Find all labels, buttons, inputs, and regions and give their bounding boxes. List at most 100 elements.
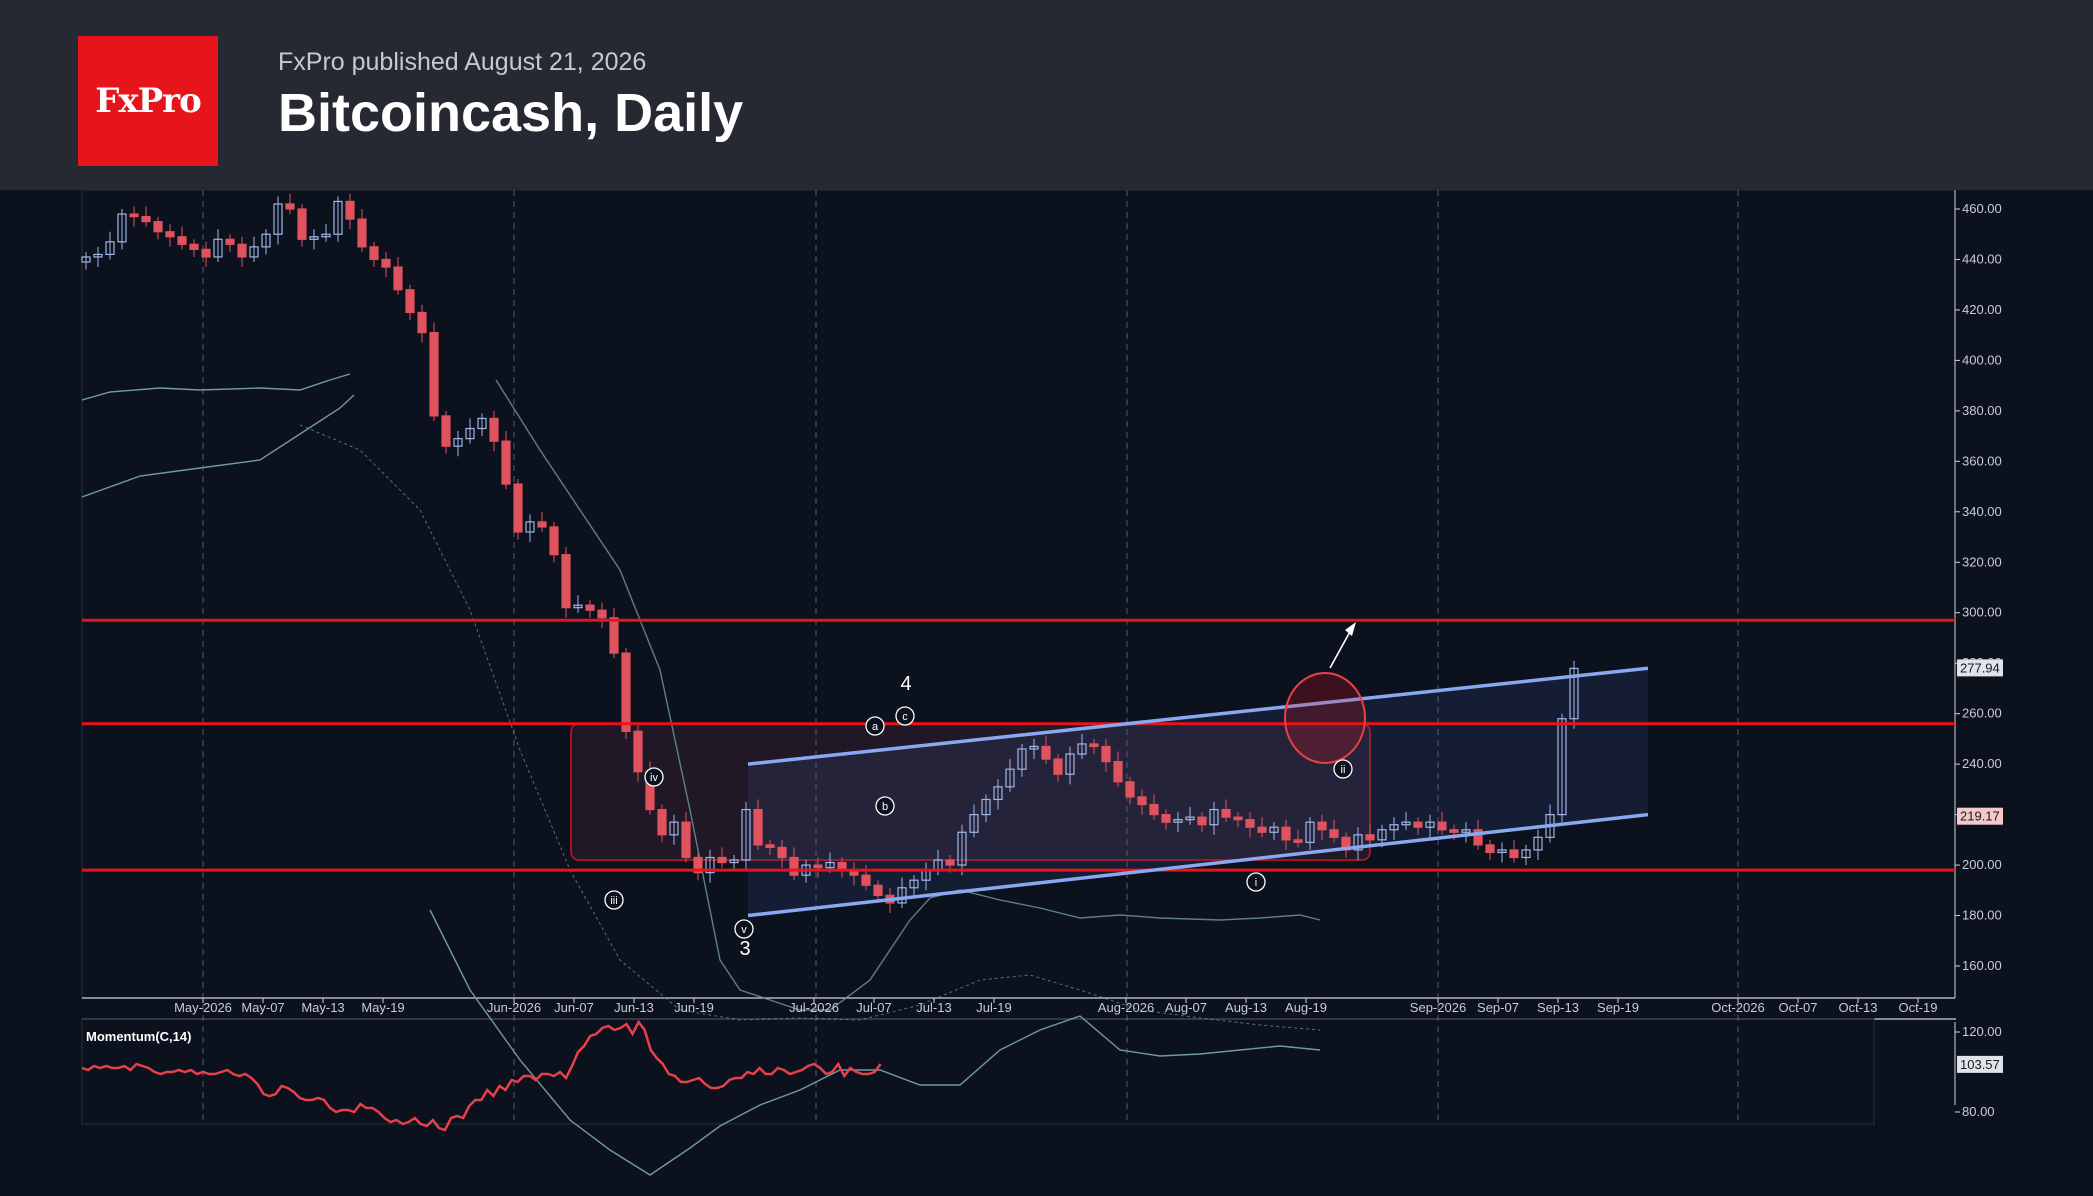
momentum-line xyxy=(81,1019,882,1132)
candle-body xyxy=(321,233,331,238)
candle-body xyxy=(633,730,643,773)
y-tick-label: 180.00 xyxy=(1962,908,2002,923)
candle-body xyxy=(141,215,151,223)
candle-body xyxy=(1065,753,1075,775)
candle-body xyxy=(1281,826,1291,841)
candle-body xyxy=(729,859,739,864)
candle-body xyxy=(369,246,379,261)
candle-body xyxy=(177,236,187,245)
candle-body xyxy=(1437,821,1447,831)
candle-body xyxy=(537,521,547,528)
candle-body xyxy=(1269,826,1279,833)
candle-body xyxy=(1521,849,1531,859)
x-tick-label: Oct-19 xyxy=(1898,1000,1937,1015)
x-tick-label: Jul-2026 xyxy=(789,1000,839,1015)
x-tick-label: Oct-13 xyxy=(1838,1000,1877,1015)
candle-body xyxy=(813,864,823,869)
candle-body xyxy=(1233,816,1243,821)
x-tick-label: Jun-13 xyxy=(614,1000,654,1015)
candle-body xyxy=(945,859,955,866)
candle-body xyxy=(129,213,139,218)
x-tick-label: Jun-2026 xyxy=(487,1000,541,1015)
candle-body xyxy=(873,884,883,896)
candle-body xyxy=(405,289,415,314)
candle-body xyxy=(153,221,163,233)
candle-body xyxy=(561,554,571,609)
candle-body xyxy=(585,604,595,611)
candle-body xyxy=(1005,768,1015,788)
y-tick-label: 400.00 xyxy=(1962,352,2002,367)
x-tick-label: Aug-19 xyxy=(1285,1000,1327,1015)
x-tick-label: Oct-07 xyxy=(1778,1000,1817,1015)
candle-body xyxy=(1425,821,1435,828)
y-tick-label: 360.00 xyxy=(1962,453,2002,468)
bollinger-upper xyxy=(495,379,1321,1011)
candle-body xyxy=(993,786,1003,801)
candle-body xyxy=(213,238,223,258)
wave-label-circle xyxy=(1246,872,1266,892)
x-tick-label: Oct-2026 xyxy=(1711,1000,1764,1015)
wave-label-a: a xyxy=(872,721,879,733)
candle-body xyxy=(465,427,475,440)
candle-body xyxy=(1149,803,1159,816)
candle-body xyxy=(1485,844,1495,854)
candle-body xyxy=(705,856,715,874)
candle-body xyxy=(453,438,463,447)
candle-body xyxy=(1197,816,1207,826)
candle-body xyxy=(609,617,619,654)
wave-label-circle xyxy=(895,706,915,726)
wave-label-4: 4 xyxy=(900,673,911,695)
momentum-title: Momentum(C,14) xyxy=(86,1029,191,1044)
y-tick-label: 420.00 xyxy=(1962,302,2002,317)
fxpro-logo: FxPro xyxy=(78,36,218,166)
candle-body xyxy=(105,241,115,256)
y-tick-label: 320.00 xyxy=(1962,554,2002,569)
secondary-price-label-bg xyxy=(1957,807,2003,825)
momentum-last-label: 103.57 xyxy=(1960,1057,2000,1072)
candle-body xyxy=(393,266,403,291)
x-tick-label: Aug-2026 xyxy=(1098,1000,1154,1015)
candle-body xyxy=(165,231,175,238)
candle-body xyxy=(1053,758,1063,775)
channel-upper-line xyxy=(747,666,1649,766)
candle-body xyxy=(1077,743,1087,755)
y-tick-label: 160.00 xyxy=(1962,958,2002,973)
candle-body xyxy=(297,208,307,240)
y-tick-label: 260.00 xyxy=(1962,706,2002,721)
candle-body xyxy=(1389,824,1399,831)
last-price-label-bg xyxy=(1957,659,2003,677)
candle-body xyxy=(429,332,439,417)
candle-body xyxy=(225,238,235,245)
wave-label-ii: ii xyxy=(1341,764,1346,776)
channel-fill xyxy=(748,668,1648,916)
breakout-ellipse xyxy=(1284,672,1366,764)
chart-title: Bitcoincash, Daily xyxy=(278,83,744,143)
candle-body xyxy=(1125,781,1135,798)
candle-body xyxy=(1209,808,1219,826)
x-tick-label: May-13 xyxy=(301,1000,344,1015)
candle-body xyxy=(525,521,535,533)
y-tick-label: 300.00 xyxy=(1962,605,2002,620)
momentum-y-tick-label: 120.00 xyxy=(1962,1024,2002,1039)
candle-body xyxy=(1305,821,1315,843)
candle-body xyxy=(1101,745,1111,763)
candle-body xyxy=(1173,819,1183,823)
wave-label-i: i xyxy=(1255,877,1257,889)
candle-body xyxy=(777,846,787,859)
candle-body xyxy=(573,604,583,609)
candle-body xyxy=(477,417,487,430)
candle-body xyxy=(285,203,295,210)
x-tick-label: May-19 xyxy=(361,1000,404,1015)
candle-body xyxy=(333,200,343,235)
x-tick-label: Jun-19 xyxy=(674,1000,714,1015)
x-tick-label: Sep-2026 xyxy=(1410,1000,1466,1015)
wave-label-v: v xyxy=(741,924,747,936)
wave-label-circle xyxy=(865,716,885,736)
candle-body xyxy=(357,218,367,248)
candle-body xyxy=(1329,829,1339,838)
candle-body xyxy=(789,856,799,876)
y-tick-label: 200.00 xyxy=(1962,857,2002,872)
candle-body xyxy=(237,243,247,258)
x-tick-label: Sep-19 xyxy=(1597,1000,1639,1015)
wave-label-circle xyxy=(875,796,895,816)
